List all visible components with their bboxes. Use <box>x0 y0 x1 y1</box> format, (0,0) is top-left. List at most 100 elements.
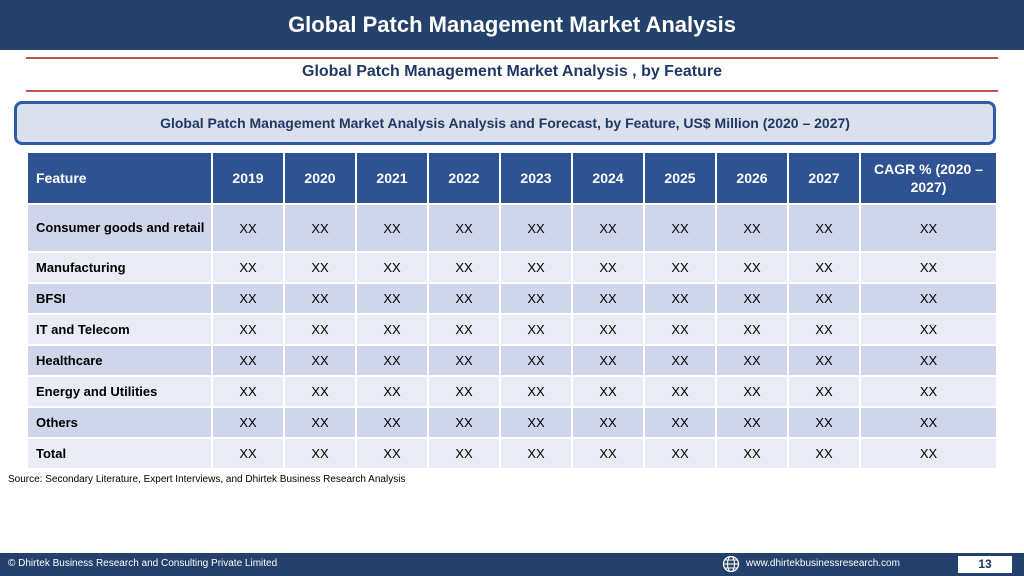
market-table: Feature 2019 2020 2021 2022 2023 2024 2025 2026 2… <box>26 151 998 470</box>
value-cell: XX <box>715 437 789 470</box>
value-cell: XX <box>355 282 429 315</box>
value-cell: XX <box>355 251 429 284</box>
feature-cell: Manufacturing <box>26 251 213 284</box>
feature-cell: Consumer goods and retail <box>26 203 213 253</box>
value-cell: XX <box>427 344 501 377</box>
header-col: 2024 <box>571 151 645 205</box>
value-cell: XX <box>859 203 998 253</box>
value-cell: XX <box>787 313 861 346</box>
table-row: BFSI XX XX XX XX XX XX XX XX XX XX <box>26 282 998 315</box>
copyright-text: © Dhirtek Business Research and Consulti… <box>8 558 278 569</box>
value-cell: XX <box>643 375 717 408</box>
feature-cell: Total <box>26 437 213 470</box>
value-cell: XX <box>715 203 789 253</box>
value-cell: XX <box>859 313 998 346</box>
table-caption-banner: Global Patch Management Market Analysis … <box>14 101 996 145</box>
value-cell: XX <box>571 203 645 253</box>
value-cell: XX <box>571 406 645 439</box>
value-cell: XX <box>643 203 717 253</box>
value-cell: XX <box>787 282 861 315</box>
value-cell: XX <box>283 375 357 408</box>
value-cell: XX <box>427 375 501 408</box>
value-cell: XX <box>787 251 861 284</box>
value-cell: XX <box>427 203 501 253</box>
value-cell: XX <box>859 406 998 439</box>
feature-cell: IT and Telecom <box>26 313 213 346</box>
value-cell: XX <box>499 313 573 346</box>
value-cell: XX <box>355 313 429 346</box>
value-cell: XX <box>643 344 717 377</box>
value-cell: XX <box>211 437 285 470</box>
table-row: Consumer goods and retail XX XX XX XX XX XX XX X… <box>26 203 998 253</box>
bottom-divider <box>26 90 998 92</box>
value-cell: XX <box>355 437 429 470</box>
value-cell: XX <box>211 203 285 253</box>
value-cell: XX <box>283 203 357 253</box>
table-header-row: Feature 2019 2020 2021 2022 2023 2024 2025 2026 2… <box>26 151 998 205</box>
header-col: 2020 <box>283 151 357 205</box>
value-cell: XX <box>715 251 789 284</box>
value-cell: XX <box>283 437 357 470</box>
header-col: 2027 <box>787 151 861 205</box>
value-cell: XX <box>787 406 861 439</box>
value-cell: XX <box>715 406 789 439</box>
value-cell: XX <box>211 251 285 284</box>
feature-cell: Energy and Utilities <box>26 375 213 408</box>
table-caption: Global Patch Management Market Analysis … <box>160 115 850 131</box>
header-col: 2019 <box>211 151 285 205</box>
value-cell: XX <box>427 282 501 315</box>
value-cell: XX <box>355 375 429 408</box>
feature-cell: Healthcare <box>26 344 213 377</box>
value-cell: XX <box>715 344 789 377</box>
value-cell: XX <box>211 344 285 377</box>
website-link[interactable]: www.dhirtekbusinessresearch.com <box>746 558 900 569</box>
value-cell: XX <box>283 282 357 315</box>
table-row: Total XX XX XX XX XX XX XX XX XX XX <box>26 437 998 470</box>
value-cell: XX <box>787 437 861 470</box>
value-cell: XX <box>571 344 645 377</box>
value-cell: XX <box>571 282 645 315</box>
value-cell: XX <box>283 313 357 346</box>
value-cell: XX <box>499 282 573 315</box>
title-bar: Global Patch Management Market Analysis <box>0 0 1024 50</box>
value-cell: XX <box>859 437 998 470</box>
table-row: Manufacturing XX XX XX XX XX XX XX XX XX XX <box>26 251 998 284</box>
table-row: Others XX XX XX XX XX XX XX XX XX XX <box>26 406 998 439</box>
source-note: Source: Secondary Literature, Expert Int… <box>8 474 406 485</box>
header-col: CAGR % (2020 – 2027) <box>859 151 998 205</box>
table-row: Energy and Utilities XX XX XX XX XX XX XX XX XX XX <box>26 375 998 408</box>
feature-cell: BFSI <box>26 282 213 315</box>
value-cell: XX <box>283 344 357 377</box>
value-cell: XX <box>715 282 789 315</box>
page-number: 13 <box>958 556 1012 573</box>
value-cell: XX <box>643 406 717 439</box>
value-cell: XX <box>859 251 998 284</box>
value-cell: XX <box>355 203 429 253</box>
header-col: 2025 <box>643 151 717 205</box>
value-cell: XX <box>499 344 573 377</box>
footer-bar: © Dhirtek Business Research and Consulti… <box>0 553 1024 576</box>
value-cell: XX <box>571 251 645 284</box>
value-cell: XX <box>355 406 429 439</box>
value-cell: XX <box>571 313 645 346</box>
header-col: 2023 <box>499 151 573 205</box>
value-cell: XX <box>859 282 998 315</box>
value-cell: XX <box>499 375 573 408</box>
value-cell: XX <box>427 313 501 346</box>
table-row: IT and Telecom XX XX XX XX XX XX XX XX XX XX <box>26 313 998 346</box>
feature-cell: Others <box>26 406 213 439</box>
page-title: Global Patch Management Market Analysis <box>288 12 736 37</box>
value-cell: XX <box>859 344 998 377</box>
value-cell: XX <box>787 344 861 377</box>
value-cell: XX <box>427 251 501 284</box>
value-cell: XX <box>643 251 717 284</box>
top-divider <box>26 57 998 59</box>
value-cell: XX <box>211 375 285 408</box>
value-cell: XX <box>787 203 861 253</box>
header-feature: Feature <box>26 151 213 205</box>
header-col: 2021 <box>355 151 429 205</box>
value-cell: XX <box>283 251 357 284</box>
value-cell: XX <box>499 203 573 253</box>
value-cell: XX <box>715 313 789 346</box>
header-col: 2022 <box>427 151 501 205</box>
